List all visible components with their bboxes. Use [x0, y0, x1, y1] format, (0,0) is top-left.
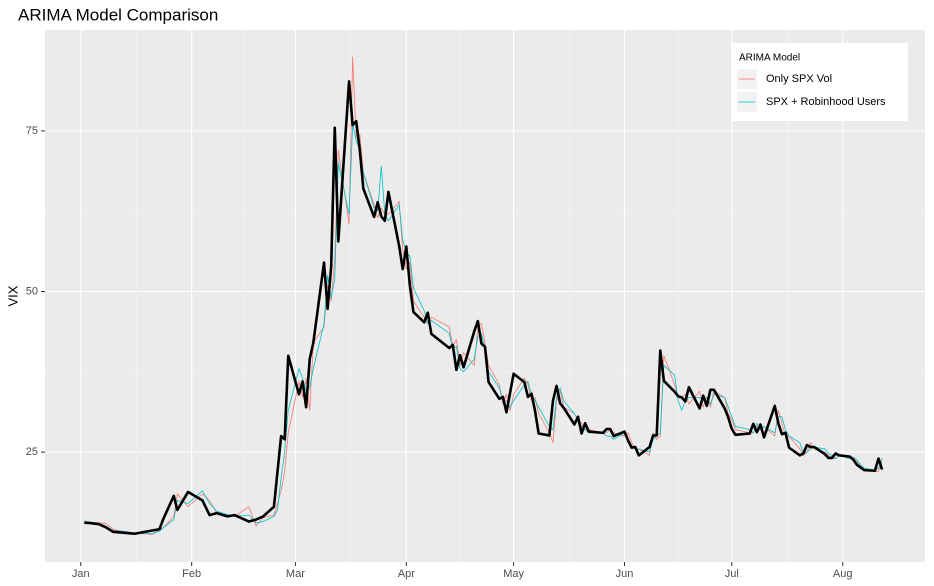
x-tick-label: Apr — [398, 568, 415, 580]
legend-box — [732, 43, 908, 121]
legend-title: ARIMA Model — [739, 53, 800, 64]
x-tick-label: Jan — [72, 568, 90, 580]
y-axis-label: VIX — [5, 285, 20, 306]
x-tick-label: Feb — [182, 568, 201, 580]
chart-title: ARIMA Model Comparison — [18, 5, 218, 24]
x-tick-label: Jul — [725, 568, 739, 580]
legend: ARIMA Model Only SPX Vol SPX + Robinhood … — [732, 43, 908, 121]
x-tick-label: Jun — [616, 568, 634, 580]
x-tick-label: Aug — [833, 568, 853, 580]
grid — [45, 30, 925, 562]
lines — [84, 56, 884, 536]
legend-label: SPX + Robinhood Users — [766, 96, 886, 108]
x-tick-label: May — [503, 568, 524, 580]
y-tick-label: 25 — [26, 446, 38, 458]
x-tick-label: Mar — [286, 568, 305, 580]
y-tick-label: 75 — [26, 125, 38, 137]
series-line — [84, 80, 884, 536]
legend-label: Only SPX Vol — [766, 73, 832, 85]
series-line — [84, 124, 883, 535]
y-tick-label: 50 — [26, 285, 38, 297]
